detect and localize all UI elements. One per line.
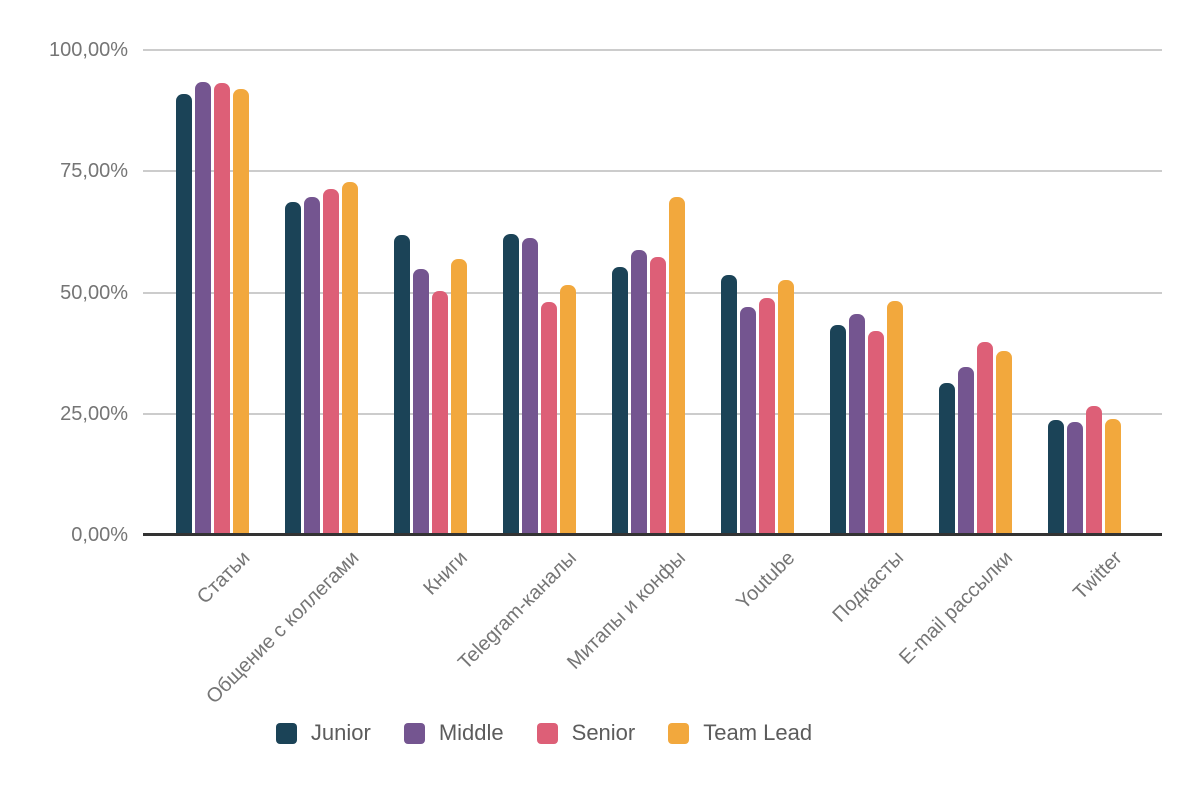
x-axis-label: Подкасты: [828, 547, 909, 627]
bar-senior: [432, 290, 448, 535]
bar-senior: [214, 83, 230, 535]
bar-junior: [939, 382, 955, 535]
bar-senior: [650, 256, 666, 535]
bar-senior: [541, 302, 557, 535]
bar-group-статьи: Статьи: [176, 50, 254, 608]
bar-senior: [323, 189, 339, 535]
legend-item-senior: Senior: [536, 720, 636, 746]
y-tick-label: 0,00%: [71, 524, 128, 546]
y-tick-label: 25,00%: [60, 402, 128, 425]
gridline-100: [143, 49, 1162, 51]
bar-junior: [1048, 419, 1064, 535]
bar-group-twitter: Twitter: [1048, 50, 1126, 604]
x-axis-label: Youtube: [732, 547, 800, 614]
bar-junior: [830, 324, 846, 535]
bar-group-книги: Книги: [394, 50, 472, 600]
x-axis-label: Митапы и конфы: [563, 547, 691, 674]
bar-middle: [304, 197, 320, 535]
legend-swatch-junior: [275, 722, 297, 744]
bar-team-lead: [887, 301, 903, 535]
bar-senior: [868, 330, 884, 535]
bar-junior: [394, 234, 410, 535]
y-tick-label: 100,00%: [49, 39, 128, 61]
gridline-75: [143, 170, 1162, 173]
bar-middle: [740, 307, 756, 535]
legend: Junior Middle Senior Team Lead: [0, 720, 1200, 746]
bar-senior: [1086, 406, 1102, 535]
bar-middle: [195, 82, 211, 535]
bar-middle: [849, 313, 865, 535]
bar-middle: [958, 367, 974, 535]
legend-item-junior: Junior: [275, 720, 371, 746]
legend-swatch-team-lead: [668, 722, 690, 744]
bar-middle: [413, 268, 429, 535]
bar-junior: [721, 274, 737, 535]
legend-item-team-lead: Team Lead: [668, 720, 812, 746]
plot-area: 100,00% 75,00% 50,00% 25,00% 0,00% Статьи Обще…: [49, 39, 1162, 708]
bar-team-lead: [233, 89, 249, 535]
bar-group-подкасты: Подкасты: [828, 50, 908, 627]
legend-swatch-middle: [403, 722, 425, 744]
bar-junior: [285, 202, 301, 535]
bar-group-митапы-и-конфы: Митапы и конфы: [563, 50, 690, 674]
bar-senior: [759, 298, 775, 535]
x-axis-label: Статьи: [192, 547, 255, 609]
bar-middle: [631, 250, 647, 535]
x-axis-label: Книги: [419, 547, 473, 600]
legend-swatch-senior: [536, 722, 558, 744]
bar-team-lead: [1105, 419, 1121, 535]
legend-label: Middle: [438, 720, 504, 745]
bar-senior: [977, 342, 993, 535]
bar-team-lead: [669, 196, 685, 535]
bar-team-lead: [560, 284, 576, 535]
legend-label: Team Lead: [703, 720, 813, 745]
bar-team-lead: [778, 280, 794, 535]
legend-label: Junior: [310, 720, 371, 745]
bar-group-общение-с-коллегами: Общение с коллегами: [202, 50, 363, 708]
bar-junior: [612, 266, 628, 535]
y-tick-label: 50,00%: [60, 281, 128, 304]
bar-middle: [1067, 421, 1083, 535]
y-tick-label: 75,00%: [60, 160, 128, 183]
bar-group-telegram-каналы: Telegram-каналы: [454, 50, 581, 674]
x-axis-label: Telegram-каналы: [454, 547, 582, 674]
bar-team-lead: [996, 351, 1012, 535]
x-axis-label: Twitter: [1068, 547, 1127, 605]
legend-label: Senior: [571, 720, 636, 745]
x-axis-label: E-mail рассылки: [895, 547, 1018, 669]
bar-groups: Статьи Общение с коллегами Книги Telegram-к…: [143, 50, 1162, 708]
legend-item-middle: Middle: [403, 720, 504, 746]
bar-group-youtube: Youtube: [721, 50, 799, 614]
bar-group-e-mail-рассылки: E-mail рассылки: [895, 50, 1017, 669]
bar-junior: [503, 234, 519, 535]
bar-team-lead: [342, 182, 358, 535]
x-axis-baseline: [143, 533, 1162, 536]
bar-middle: [522, 238, 538, 535]
bar-junior: [176, 94, 192, 535]
bar-team-lead: [451, 259, 467, 535]
